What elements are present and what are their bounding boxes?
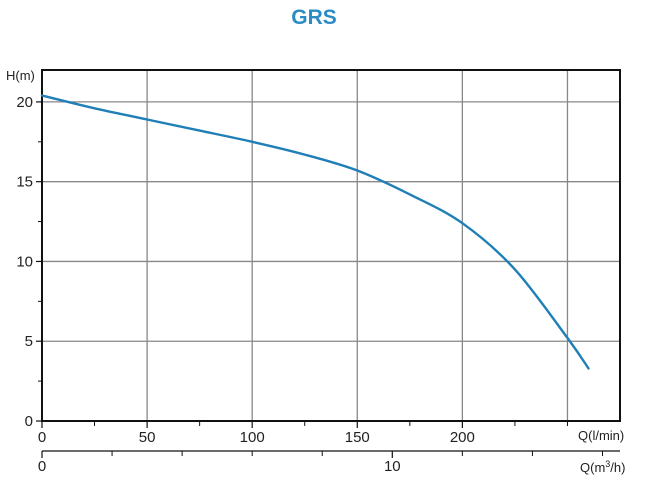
x2-tick-label: 10 (384, 458, 401, 475)
x-axis-label-lmin: Q(l/min) (578, 428, 624, 443)
x-tick-label: 50 (139, 429, 156, 446)
x-tick-label: 200 (450, 429, 475, 446)
chart-title: GRS (291, 6, 337, 29)
y-tick-label: 20 (16, 94, 33, 111)
plot-frame (41, 69, 621, 422)
y-tick-label: 5 (25, 333, 33, 350)
x-tick-label: 150 (345, 429, 370, 446)
y-tick-label: 0 (25, 413, 33, 430)
y-tick-label: 10 (16, 253, 33, 270)
x-tick-label: 0 (38, 429, 46, 446)
x-tick-label: 100 (240, 429, 265, 446)
x-axis-label-m3h: Q(m3/h) (580, 459, 625, 475)
x2-tick-label: 0 (38, 458, 46, 475)
grid-lines (42, 70, 620, 421)
y-axis-label: H(m) (6, 68, 35, 83)
head-flow-curve (40, 94, 590, 370)
y-tick-label: 15 (16, 174, 33, 191)
